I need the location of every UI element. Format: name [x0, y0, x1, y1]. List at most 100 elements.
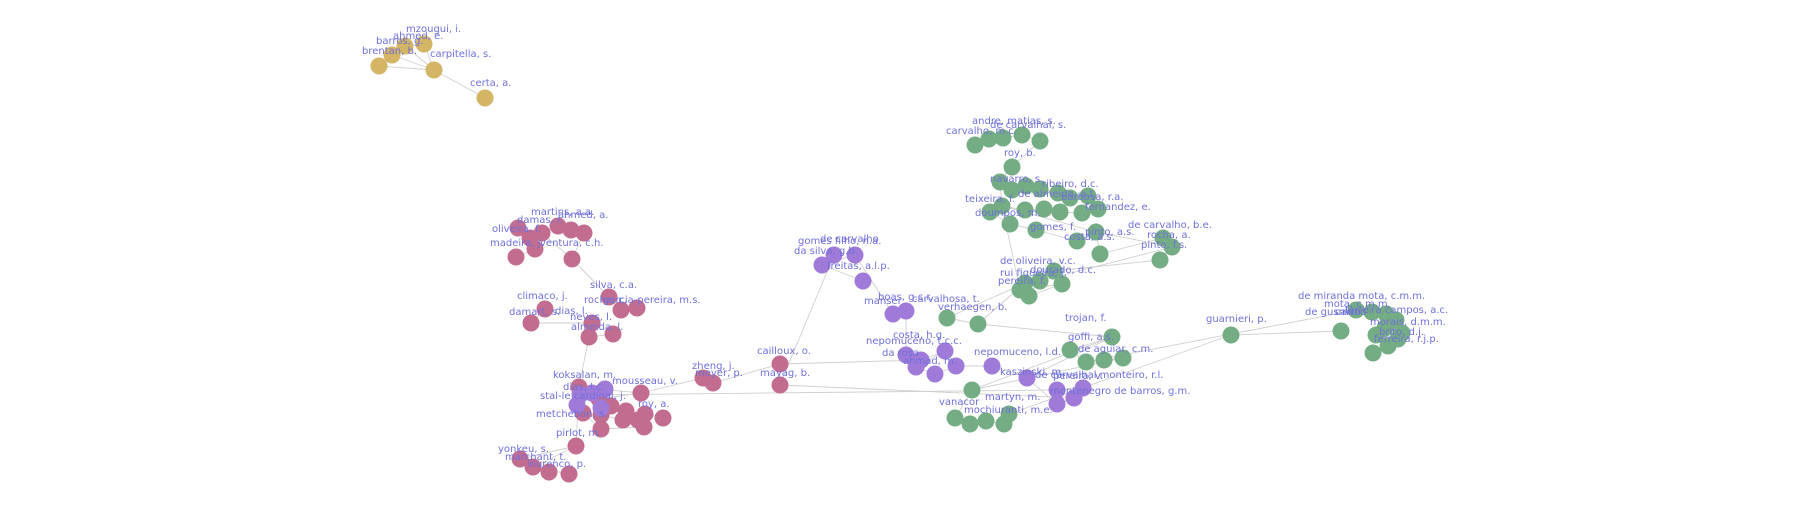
author-node-green[interactable] [1013, 126, 1031, 144]
author-node-green[interactable] [994, 129, 1012, 147]
author-node-green[interactable] [1031, 272, 1049, 290]
author-node-green[interactable] [1003, 181, 1021, 199]
author-node-green[interactable] [1061, 189, 1079, 207]
author-node-green[interactable] [946, 409, 964, 427]
author-node-green[interactable] [1017, 177, 1035, 195]
author-node-green[interactable] [980, 130, 998, 148]
author-node-pink[interactable] [604, 325, 622, 343]
author-node-purple[interactable] [947, 357, 965, 375]
author-node-green[interactable] [1087, 223, 1105, 241]
author-node-pink[interactable] [654, 409, 672, 427]
author-node-purple[interactable] [907, 358, 925, 376]
author-node-pink[interactable] [592, 420, 610, 438]
author-node-pink[interactable] [567, 437, 585, 455]
author-node-pink[interactable] [575, 224, 593, 242]
author-node-green[interactable] [963, 381, 981, 399]
author-node-purple[interactable] [983, 357, 1001, 375]
author-node-pink[interactable] [771, 355, 789, 373]
author-node-green[interactable] [1347, 301, 1365, 319]
author-node-green[interactable] [1367, 326, 1385, 344]
author-node-pink[interactable] [580, 328, 598, 346]
author-node-green[interactable] [1222, 326, 1240, 344]
author-node-gold[interactable] [476, 89, 494, 107]
author-node-gold[interactable] [396, 37, 414, 55]
author-node-pink[interactable] [536, 300, 554, 318]
author-node-green[interactable] [1163, 238, 1181, 256]
author-node-pink[interactable] [614, 411, 632, 429]
author-node-pink[interactable] [636, 405, 654, 423]
author-node-purple[interactable] [1048, 395, 1066, 413]
author-node-green[interactable] [969, 315, 987, 333]
author-node-pink[interactable] [612, 301, 630, 319]
author-node-green[interactable] [1079, 187, 1097, 205]
author-node-pink[interactable] [600, 288, 618, 306]
author-node-purple[interactable] [1048, 381, 1066, 399]
author-node-pink[interactable] [549, 217, 567, 235]
author-node-green[interactable] [981, 203, 999, 221]
author-node-green[interactable] [1031, 132, 1049, 150]
author-node-purple[interactable] [813, 256, 831, 274]
author-node-green[interactable] [1095, 351, 1113, 369]
author-node-pink[interactable] [583, 314, 601, 332]
author-node-purple[interactable] [884, 305, 902, 323]
author-node-pink[interactable] [563, 250, 581, 268]
author-node-pink[interactable] [628, 299, 646, 317]
author-node-green[interactable] [1031, 180, 1049, 198]
author-node-purple[interactable] [846, 246, 864, 264]
author-node-green[interactable] [1001, 215, 1019, 233]
author-node-green[interactable] [1053, 275, 1071, 293]
author-node-green[interactable] [1363, 303, 1381, 321]
author-node-gold[interactable] [415, 35, 433, 53]
author-node-green[interactable] [1027, 221, 1045, 239]
author-node-gold[interactable] [425, 61, 443, 79]
author-node-green[interactable] [938, 309, 956, 327]
author-node-pink[interactable] [704, 374, 722, 392]
author-node-purple[interactable] [897, 346, 915, 364]
author-node-green[interactable] [961, 415, 979, 433]
author-node-green[interactable] [1035, 200, 1053, 218]
author-node-green[interactable] [1151, 251, 1169, 269]
author-node-purple[interactable] [596, 380, 614, 398]
author-node-green[interactable] [1332, 322, 1350, 340]
author-node-purple[interactable] [568, 396, 586, 414]
author-node-green[interactable] [1379, 337, 1397, 355]
author-node-green[interactable] [1114, 349, 1132, 367]
author-node-pink[interactable] [507, 248, 525, 266]
author-node-pink[interactable] [560, 465, 578, 483]
author-node-green[interactable] [1045, 262, 1063, 280]
author-node-pink[interactable] [562, 221, 580, 239]
author-node-green[interactable] [966, 136, 984, 154]
author-node-green[interactable] [1020, 287, 1038, 305]
author-node-gold[interactable] [370, 57, 388, 75]
author-node-pink[interactable] [632, 384, 650, 402]
author-node-green[interactable] [1077, 353, 1095, 371]
author-node-pink[interactable] [635, 418, 653, 436]
author-node-green[interactable] [1000, 405, 1018, 423]
author-node-purple[interactable] [583, 384, 601, 402]
author-node-purple[interactable] [825, 246, 843, 264]
author-node-gold[interactable] [383, 46, 401, 64]
author-node-green[interactable] [1103, 328, 1121, 346]
author-node-green[interactable] [1089, 200, 1107, 218]
author-node-pink[interactable] [524, 458, 542, 476]
author-node-pink[interactable] [540, 463, 558, 481]
author-node-green[interactable] [977, 412, 995, 430]
author-node-green[interactable] [991, 173, 1009, 191]
author-node-pink[interactable] [771, 376, 789, 394]
author-node-purple[interactable] [926, 365, 944, 383]
author-node-purple[interactable] [897, 302, 915, 320]
author-node-green[interactable] [1003, 158, 1021, 176]
author-node-pink[interactable] [522, 314, 540, 332]
author-node-purple[interactable] [592, 399, 610, 417]
author-node-purple[interactable] [854, 272, 872, 290]
author-node-pink[interactable] [526, 240, 544, 258]
author-node-green[interactable] [1091, 245, 1109, 263]
author-node-purple[interactable] [1074, 379, 1092, 397]
author-node-green[interactable] [1073, 204, 1091, 222]
author-node-pink[interactable] [511, 450, 529, 468]
author-node-green[interactable] [1051, 203, 1069, 221]
author-node-green[interactable] [1364, 344, 1382, 362]
author-node-pink[interactable] [509, 219, 527, 237]
author-node-purple[interactable] [1018, 369, 1036, 387]
author-node-green[interactable] [1068, 232, 1086, 250]
